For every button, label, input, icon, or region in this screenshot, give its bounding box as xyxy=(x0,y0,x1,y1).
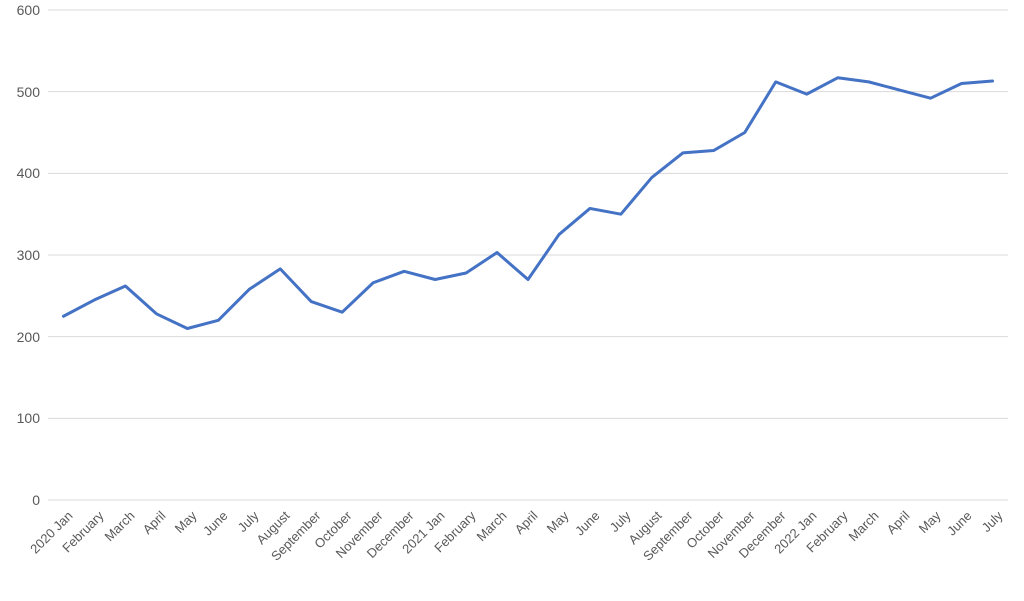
data-line xyxy=(63,78,992,329)
y-tick-label: 600 xyxy=(0,2,40,18)
y-tick-label: 500 xyxy=(0,84,40,100)
y-tick-label: 0 xyxy=(0,492,40,508)
y-tick-label: 200 xyxy=(0,329,40,345)
line-chart: 01002003004005006002020 JanFebruaryMarch… xyxy=(0,0,1024,601)
y-tick-label: 400 xyxy=(0,165,40,181)
y-tick-label: 100 xyxy=(0,410,40,426)
y-tick-label: 300 xyxy=(0,247,40,263)
